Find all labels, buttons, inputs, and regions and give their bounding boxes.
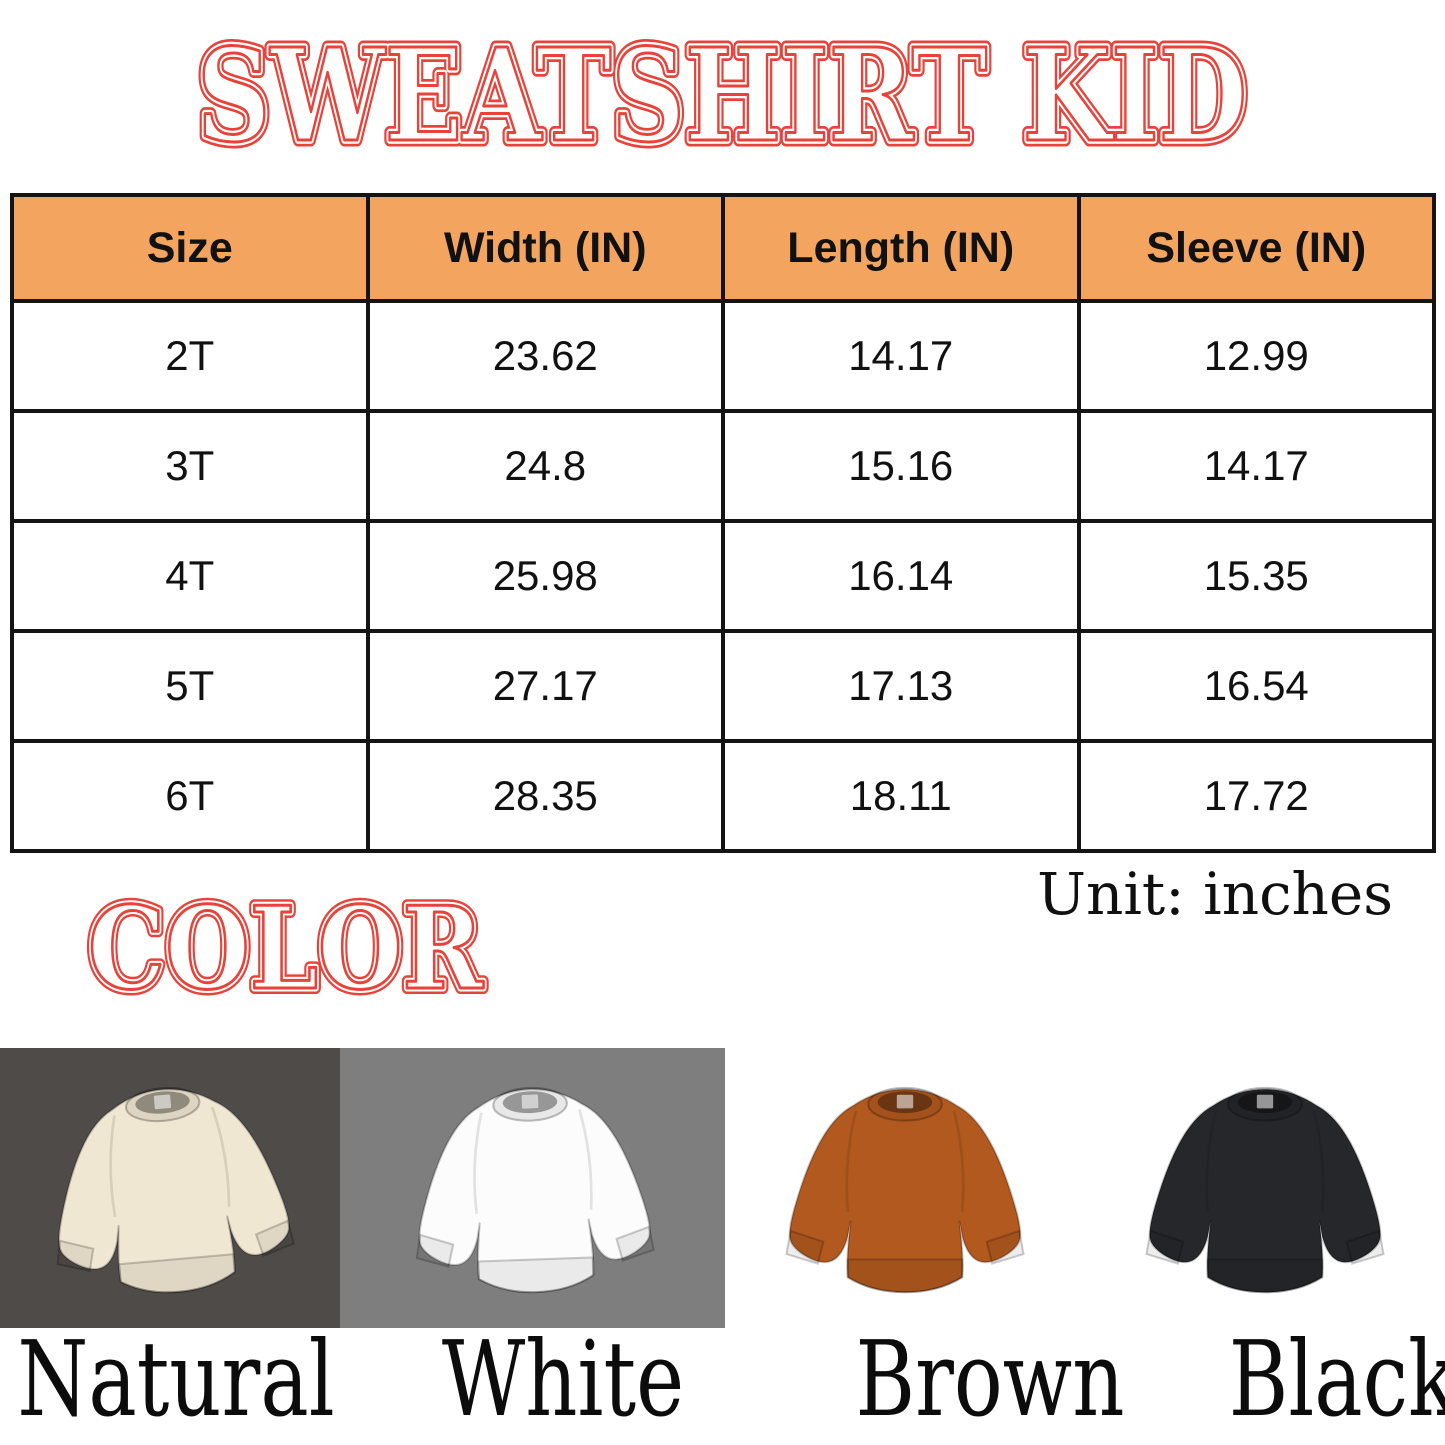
page-title-outline-layer: SWEATSHIRT KID: [197, 21, 1247, 170]
color-heading-gap-layer: COLOR: [88, 882, 484, 1015]
page-title-inner-layer: SWEATSHIRT KID: [197, 21, 1247, 170]
length-cell: 18.11: [721, 739, 1081, 853]
color-figure-natural: [0, 1048, 340, 1328]
width-cell: 27.17: [365, 629, 725, 743]
color-label-natural: Natural: [0, 1318, 379, 1440]
column-header-length: Length (IN): [721, 193, 1081, 303]
length-cell: 16.14: [721, 519, 1081, 633]
color-label-text: White: [441, 1318, 685, 1440]
column-header-size: Size: [10, 193, 370, 303]
column-header-width: Width (IN): [365, 193, 725, 303]
size-cell: 5T: [10, 629, 370, 743]
size-cell: 2T: [10, 299, 370, 413]
sweatshirt-natural-image: [41, 1076, 299, 1304]
sweatshirt-brown-image: [785, 1086, 1025, 1294]
color-label-text: Black: [1228, 1318, 1445, 1440]
color-figure-brown: [725, 1048, 1085, 1328]
sweatshirt-black-image: [1145, 1086, 1385, 1294]
sweatshirt-white-image: [409, 1082, 656, 1298]
width-cell: 23.62: [365, 299, 725, 413]
width-cell: 28.35: [365, 739, 725, 853]
width-cell: 25.98: [365, 519, 725, 633]
color-figure-white: [340, 1048, 725, 1328]
length-cell: 15.16: [721, 409, 1081, 523]
color-heading: COLOR COLOR COLOR: [82, 882, 490, 1017]
sleeve-cell: 16.54: [1076, 629, 1436, 743]
color-label-text: Brown: [855, 1318, 1125, 1440]
color-heading-outline-layer: COLOR: [88, 882, 484, 1015]
color-label-white: White: [408, 1318, 718, 1440]
color-heading-inner-layer: COLOR: [88, 882, 484, 1015]
color-label-black: Black: [1197, 1318, 1445, 1440]
sleeve-cell: 12.99: [1076, 299, 1436, 413]
sleeve-cell: 17.72: [1076, 739, 1436, 853]
width-cell: 24.8: [365, 409, 725, 523]
size-cell: 4T: [10, 519, 370, 633]
length-cell: 17.13: [721, 629, 1081, 743]
color-label-brown: Brown: [818, 1318, 1163, 1440]
table-row: 4T 25.98 16.14 15.35: [10, 519, 1436, 633]
page-title-gap-layer: SWEATSHIRT KID: [197, 21, 1247, 170]
table-row: 5T 27.17 17.13 16.54: [10, 629, 1436, 743]
size-table-header-row: Size Width (IN) Length (IN) Sleeve (IN): [10, 193, 1436, 303]
sleeve-cell: 14.17: [1076, 409, 1436, 523]
colorway-figure-row: [0, 1048, 1445, 1328]
unit-note: Unit: inches: [1037, 860, 1393, 928]
sleeve-cell: 15.35: [1076, 519, 1436, 633]
page-title: SWEATSHIRT KID SWEATSHIRT KID SWEATSHIRT…: [191, 16, 1254, 176]
length-cell: 14.17: [721, 299, 1081, 413]
size-cell: 3T: [10, 409, 370, 523]
table-row: 6T 28.35 18.11 17.72: [10, 739, 1436, 853]
table-row: 3T 24.8 15.16 14.17: [10, 409, 1436, 523]
size-table: Size Width (IN) Length (IN) Sleeve (IN) …: [10, 193, 1436, 853]
column-header-sleeve: Sleeve (IN): [1076, 193, 1436, 303]
color-figure-black: [1085, 1048, 1445, 1328]
color-label-text: Natural: [17, 1318, 335, 1440]
size-cell: 6T: [10, 739, 370, 853]
table-row: 2T 23.62 14.17 12.99: [10, 299, 1436, 413]
